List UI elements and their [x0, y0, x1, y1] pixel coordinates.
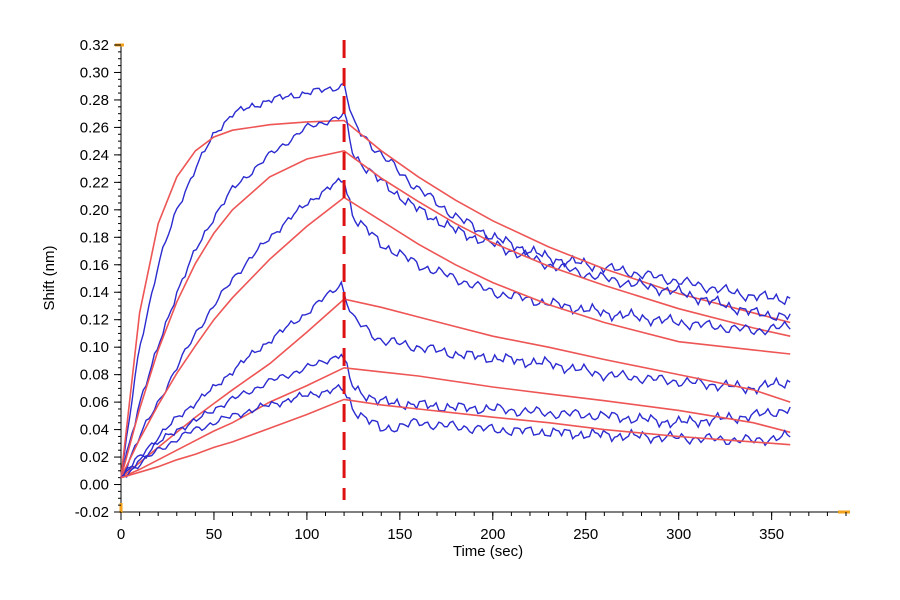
x-tick-label: 100 [294, 526, 319, 543]
measured-trace-line [120, 383, 791, 479]
fit-curve-line [120, 149, 791, 478]
measured-trace-line [120, 177, 791, 478]
fit-curve-line [120, 398, 791, 479]
y-tick-label: 0.00 [80, 477, 109, 494]
fit-curve-line [120, 366, 791, 479]
measured-trace-line [120, 82, 791, 478]
y-tick-label: 0.10 [80, 339, 109, 356]
x-tick-label: 0 [117, 526, 125, 543]
x-tick-label: 300 [666, 526, 691, 543]
y-tick-label: 0.24 [80, 147, 109, 164]
measured-trace-line [120, 353, 791, 479]
x-tick-label: 350 [759, 526, 784, 543]
axes-group [114, 43, 850, 520]
fit-curve-line [120, 119, 791, 478]
y-tick-label: 0.26 [80, 119, 109, 136]
y-tick-label: 0.08 [80, 367, 109, 384]
y-axis-title: Shift (nm) [41, 245, 58, 310]
labels-group: -0.02 0.00 0.02 0.04 0.06 0.08 0.10 0.12 0.14 0.1… [75, 37, 784, 543]
x-tick-label: 200 [480, 526, 505, 543]
series-group [120, 82, 791, 479]
y-tick-label: 0.32 [80, 37, 109, 54]
measured-trace-line [120, 109, 791, 478]
y-tick-label: 0.14 [80, 284, 109, 301]
y-tick-label: 0.02 [80, 449, 109, 466]
x-tick-label: 250 [573, 526, 598, 543]
y-tick-label: 0.04 [80, 422, 109, 439]
y-tick-label: 0.16 [80, 257, 109, 274]
y-tick-label: 0.30 [80, 64, 109, 81]
y-tick-label: -0.02 [75, 504, 109, 521]
measured-trace-line [120, 280, 791, 479]
y-tick-label: 0.18 [80, 229, 109, 246]
y-tick-label: 0.06 [80, 394, 109, 411]
y-tick-label: 0.28 [80, 92, 109, 109]
x-tick-label: 150 [387, 526, 412, 543]
y-tick-label: 0.20 [80, 202, 109, 219]
x-tick-label: 50 [206, 526, 223, 543]
fit-curve-line [120, 298, 791, 479]
x-axis-title: Time (sec) [453, 543, 523, 560]
fit-curve-line [120, 196, 791, 479]
y-tick-label: 0.22 [80, 174, 109, 191]
y-tick-label: 0.12 [80, 312, 109, 329]
